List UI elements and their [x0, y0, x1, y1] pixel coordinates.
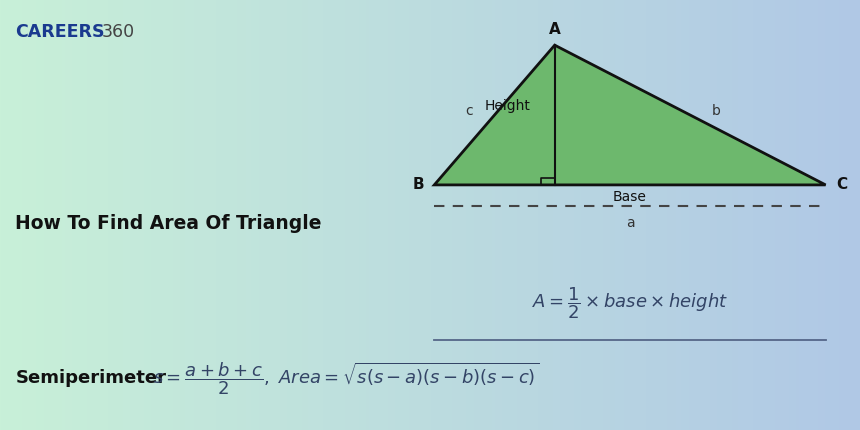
Text: c: c [465, 104, 472, 118]
Polygon shape [434, 45, 826, 185]
Text: How To Find Area Of Triangle: How To Find Area Of Triangle [15, 214, 322, 233]
Text: C: C [836, 178, 847, 192]
Text: A: A [549, 22, 561, 37]
Text: 360: 360 [101, 23, 135, 41]
Text: $A = \dfrac{1}{2} \times base \times height$: $A = \dfrac{1}{2} \times base \times hei… [531, 286, 728, 321]
Text: Height: Height [484, 99, 531, 114]
Text: b: b [711, 104, 721, 118]
Text: $s = \dfrac{a+b+c}{2},\ Area = \sqrt{s(s-a)(s-b)(s-c)}$: $s = \dfrac{a+b+c}{2},\ Area = \sqrt{s(s… [153, 360, 539, 397]
Text: Base: Base [613, 190, 647, 204]
Text: Semiperimeter: Semiperimeter [15, 369, 167, 387]
Text: a: a [625, 216, 635, 230]
Text: CAREERS: CAREERS [15, 23, 105, 41]
Text: B: B [412, 178, 424, 192]
